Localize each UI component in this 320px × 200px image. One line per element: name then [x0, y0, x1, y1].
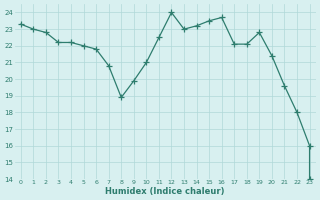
X-axis label: Humidex (Indice chaleur): Humidex (Indice chaleur) — [106, 187, 225, 196]
